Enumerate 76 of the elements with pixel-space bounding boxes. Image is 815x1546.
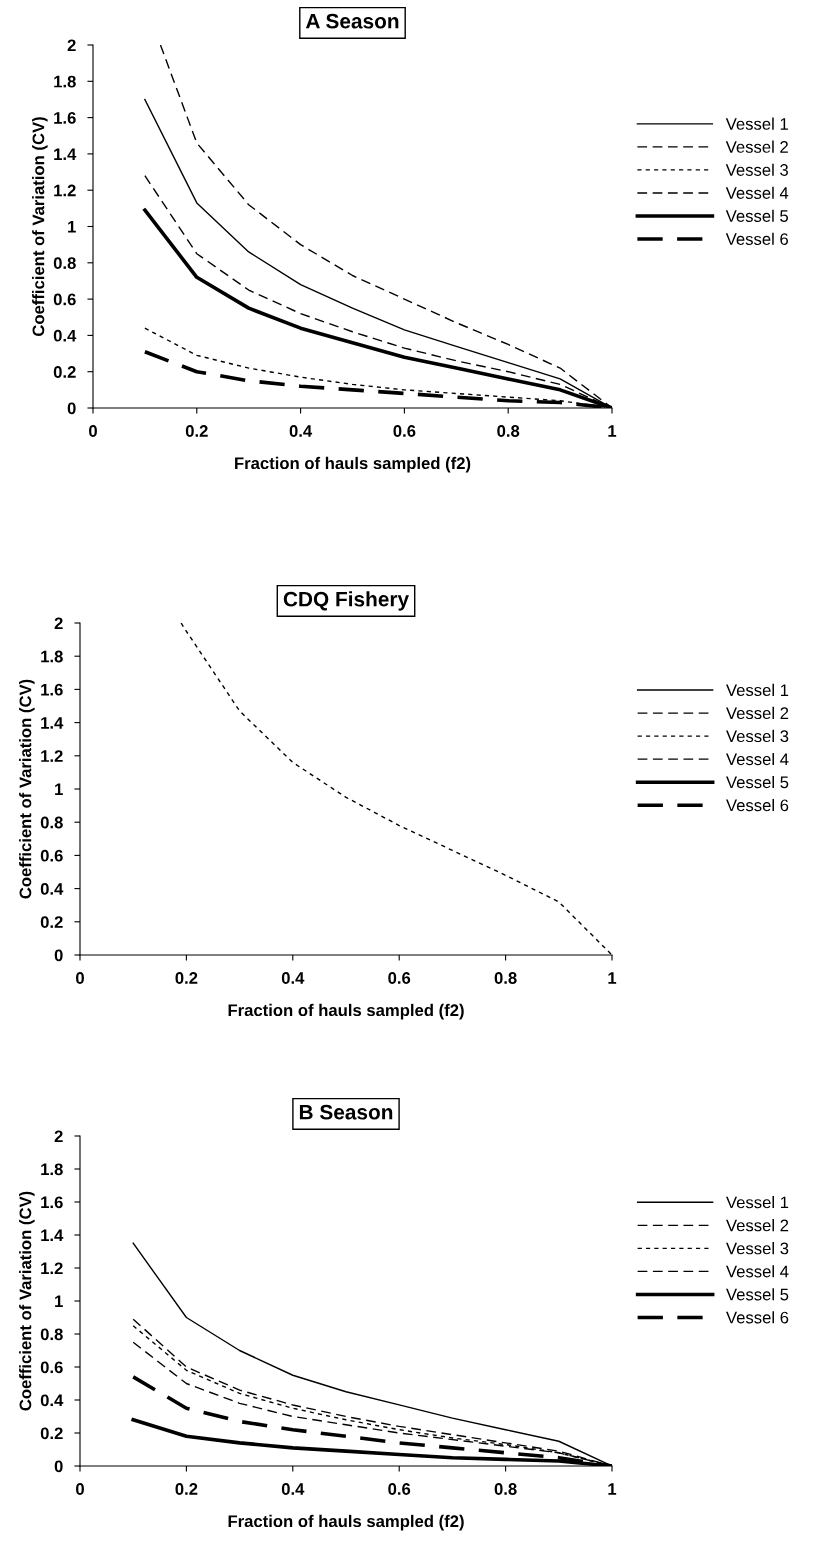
- x-axis-title: Fraction of hauls sampled (f2): [228, 1003, 464, 1020]
- x-tick-label: 0.2: [175, 1483, 198, 1495]
- y-tick-label: 1.6: [54, 112, 76, 124]
- y-tick-label: 1: [55, 783, 63, 796]
- y-axis-title: Coefficient of Variation (CV): [32, 117, 48, 336]
- legend-label: Vessel 6: [725, 232, 788, 246]
- x-tick-label: 0.6: [393, 425, 416, 437]
- y-tick-label: 1.6: [41, 1196, 63, 1209]
- y-tick-label: 1.8: [54, 75, 76, 88]
- chart-title: A Season: [305, 13, 399, 29]
- y-tick-label: 0.8: [40, 1328, 63, 1341]
- legend-label: Vessel 3: [726, 729, 789, 743]
- x-tick-label: 0.4: [289, 425, 313, 437]
- y-tick-label: 0.4: [53, 329, 77, 342]
- y-tick-label: 1: [55, 1295, 63, 1308]
- x-tick-label: 0.4: [281, 1483, 305, 1495]
- y-tick-label: 0.6: [40, 1361, 63, 1374]
- legend-label: Vessel 5: [726, 1288, 789, 1301]
- x-tick-label: 1: [608, 972, 617, 984]
- legend-label: Vessel 1: [726, 1196, 789, 1209]
- y-tick-label: 0.6: [40, 849, 63, 862]
- y-tick-label: 1.8: [41, 650, 63, 663]
- y-tick-label: 0.4: [40, 1394, 64, 1407]
- x-tick-label: 1: [608, 1483, 617, 1495]
- y-tick-label: 1.4: [54, 148, 77, 160]
- y-tick-label: 0.8: [53, 257, 76, 269]
- x-tick-label: 0.8: [494, 972, 517, 984]
- x-axis-title: Fraction of hauls sampled (f2): [228, 1514, 464, 1531]
- y-tick-label: 1.4: [41, 1229, 64, 1242]
- y-tick-label: 1.2: [41, 1262, 63, 1275]
- y-tick-label: 0: [54, 949, 63, 962]
- legend-label: Vessel 2: [726, 706, 789, 720]
- legend-label: Vessel 4: [725, 186, 789, 199]
- legend-label: Vessel 2: [726, 1219, 789, 1232]
- y-axis-title: Coefficient of Variation (CV): [19, 679, 35, 899]
- x-tick-label: 1: [608, 425, 617, 437]
- y-tick-label: 0.6: [53, 293, 76, 306]
- legend-label: Vessel 5: [725, 209, 789, 222]
- x-tick-label: 0.8: [497, 425, 520, 437]
- legend-label: Vessel 4: [726, 1265, 789, 1278]
- y-tick-label: 1.6: [41, 683, 63, 696]
- legend-label: Vessel 2: [725, 140, 788, 153]
- legend-label: Vessel 5: [726, 775, 789, 789]
- x-tick-label: 0.2: [185, 425, 208, 437]
- chart-title: B Season: [299, 1104, 393, 1120]
- x-tick-label: 0.6: [388, 972, 411, 984]
- y-tick-label: 2: [67, 39, 76, 52]
- y-tick-label: 0.2: [40, 916, 63, 928]
- y-tick-label: 0.4: [40, 883, 64, 895]
- y-tick-label: 0: [54, 1460, 63, 1473]
- x-tick-label: 0.6: [388, 1483, 411, 1495]
- y-tick-label: 1.4: [41, 717, 64, 729]
- y-axis-title: Coefficient of Variation (CV): [19, 1191, 35, 1411]
- x-tick-label: 0.2: [175, 972, 198, 984]
- legend-label: Vessel 6: [726, 1311, 789, 1324]
- x-tick-label: 0.4: [281, 972, 305, 984]
- y-tick-label: 0: [67, 402, 76, 415]
- legend-label: Vessel 3: [726, 1242, 789, 1255]
- legend-label: Vessel 3: [725, 163, 788, 176]
- chart-title: CDQ Fishery: [283, 591, 409, 611]
- y-tick-label: 0.8: [40, 816, 63, 829]
- y-tick-label: 2: [54, 617, 63, 630]
- legend-label: Vessel 4: [726, 752, 789, 766]
- y-tick-label: 0.2: [40, 1427, 63, 1440]
- y-tick-label: 1.8: [41, 1163, 63, 1176]
- legend-label: Vessel 1: [725, 117, 788, 130]
- legend-label: Vessel 1: [726, 683, 789, 697]
- x-axis-title: Fraction of hauls sampled (f2): [235, 456, 471, 473]
- y-tick-label: 0.2: [53, 366, 76, 378]
- x-tick-label: 0.8: [494, 1483, 517, 1495]
- y-tick-label: 1: [68, 221, 76, 233]
- y-tick-label: 2: [54, 1130, 63, 1143]
- legend-label: Vessel 6: [726, 798, 789, 812]
- y-tick-label: 1.2: [41, 750, 63, 762]
- x-tick-label: 0: [89, 425, 97, 437]
- y-tick-label: 1.2: [54, 184, 76, 197]
